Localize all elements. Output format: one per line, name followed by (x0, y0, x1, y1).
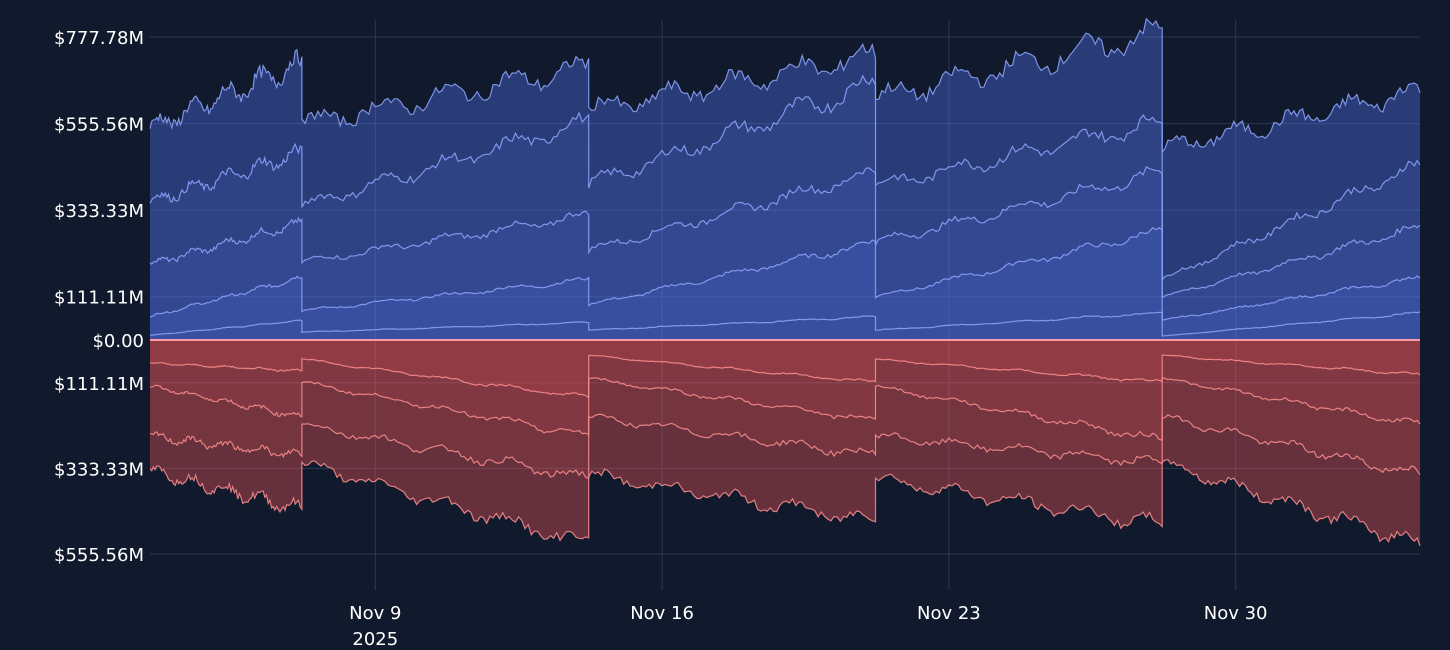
negative-band-2 (150, 355, 1420, 441)
negative-series-line-2 (149, 377, 1421, 441)
positive-band-4 (150, 75, 1420, 298)
negative-band-4 (150, 414, 1420, 546)
y-tick-label: $333.33M (54, 459, 144, 480)
positive-series-line-1 (149, 311, 1421, 337)
positive-band-2 (150, 227, 1420, 337)
negative-series-line-3 (149, 413, 1421, 480)
y-tick-label: $333.33M (54, 201, 144, 222)
positive-band-1 (150, 312, 1420, 340)
positive-area-stack (149, 17, 1421, 340)
positive-band-5 (150, 18, 1420, 280)
x-axis: Nov 9 2025 Nov 16 Nov 23 Nov 30 (349, 603, 1267, 650)
positive-band-3 (150, 166, 1420, 321)
x-tick-label: Nov 16 (630, 603, 694, 624)
x-tick-label: Nov 23 (917, 603, 981, 624)
x-tick-label: Nov 9 (349, 603, 401, 624)
positive-series-line-4 (149, 74, 1421, 282)
positive-series-line-5 (149, 17, 1421, 154)
negative-area-stack (149, 340, 1421, 547)
negative-band-1 (150, 340, 1420, 398)
y-tick-label: $111.11M (54, 374, 144, 395)
y-axis: $777.78M $555.56M $333.33M $111.11M $0.00 $11… (54, 28, 144, 566)
negative-series-line-4 (149, 458, 1421, 547)
y-tick-label: $111.11M (54, 288, 144, 309)
negative-band-3 (150, 377, 1420, 479)
x-tick-sublabel: 2025 (352, 629, 398, 650)
y-tick-label: $555.56M (54, 545, 144, 566)
positive-series-line-2 (149, 226, 1421, 321)
y-tick-label: $555.56M (54, 115, 144, 136)
positive-series-line-3 (149, 166, 1421, 299)
negative-series-line-1 (149, 354, 1421, 399)
y-tick-label: $0.00 (92, 331, 144, 352)
y-tick-label: $777.78M (54, 28, 144, 49)
x-tick-label: Nov 30 (1204, 603, 1268, 624)
